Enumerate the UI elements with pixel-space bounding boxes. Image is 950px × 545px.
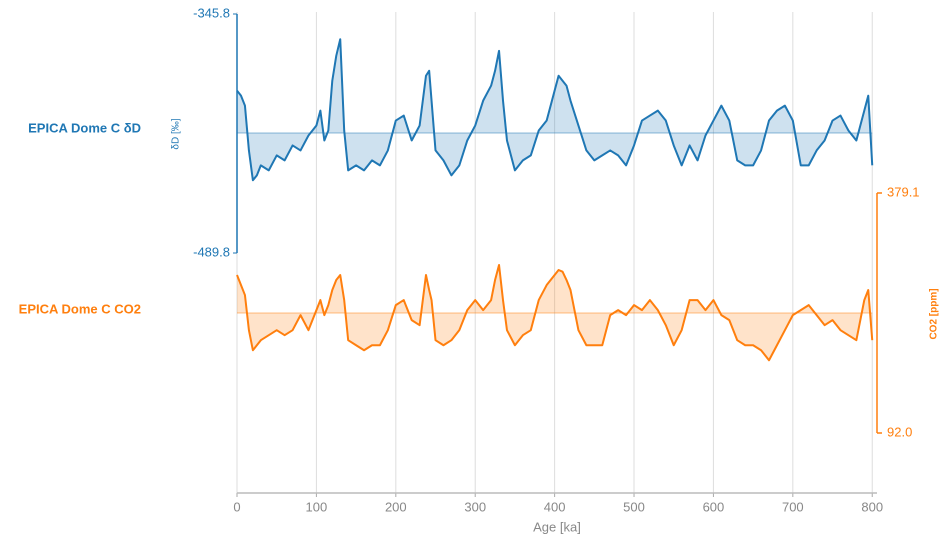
x-tick-label: 400 — [544, 499, 566, 514]
series-label: EPICA Dome C δD — [28, 120, 141, 135]
x-tick-label: 700 — [782, 499, 804, 514]
x-tick-label: 800 — [861, 499, 883, 514]
y-tick-label: -345.8 — [193, 5, 230, 20]
series-label: EPICA Dome C CO2 — [19, 301, 141, 316]
y2-tick-label: 92.0 — [887, 424, 912, 439]
y2-axis-label: CO2 [ppm] — [929, 288, 940, 339]
x-axis-label: Age [ka] — [533, 519, 581, 534]
x-tick-label: 500 — [623, 499, 645, 514]
area — [237, 39, 873, 181]
x-tick-label: 600 — [703, 499, 725, 514]
y2-tick-label: 379.1 — [887, 184, 920, 199]
y-tick-label: -489.8 — [193, 244, 230, 259]
line — [236, 263, 874, 362]
x-tick-label: 100 — [306, 499, 328, 514]
x-tick-label: 200 — [385, 499, 407, 514]
x-tick-label: 0 — [233, 499, 240, 514]
y-axis-label: δD [‰] — [171, 118, 182, 149]
line — [236, 38, 874, 182]
x-tick-label: 300 — [464, 499, 486, 514]
